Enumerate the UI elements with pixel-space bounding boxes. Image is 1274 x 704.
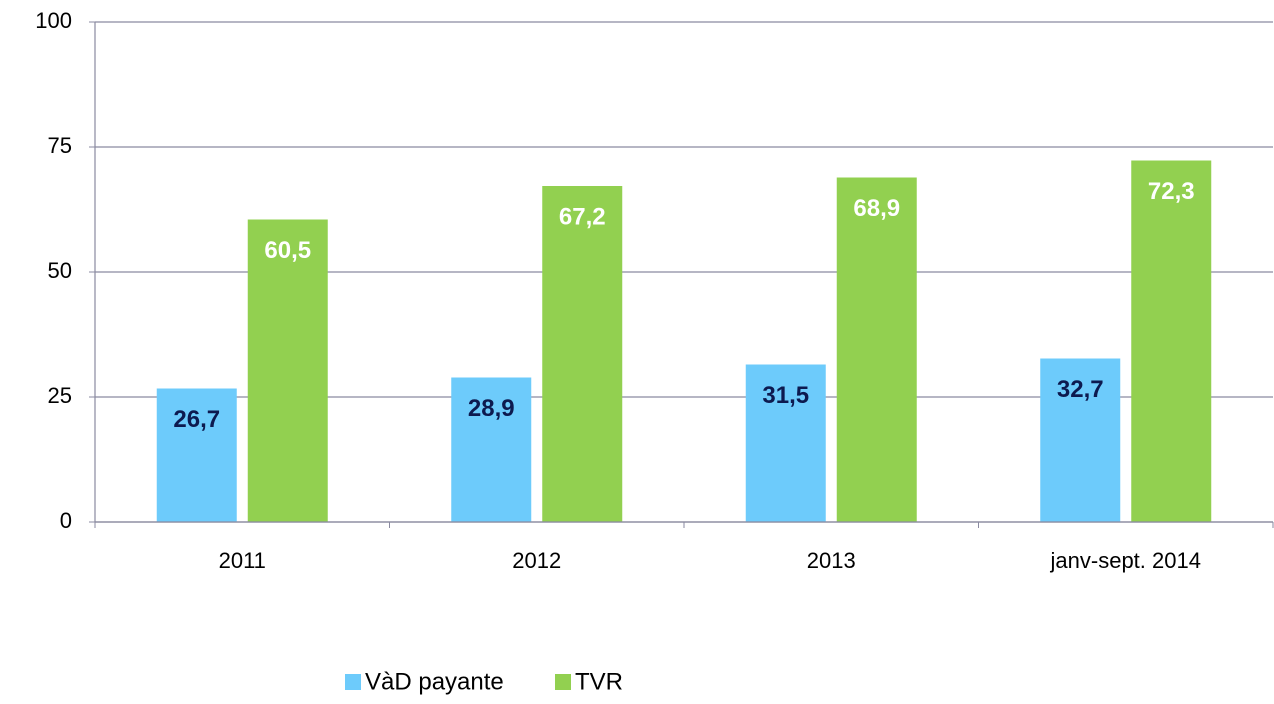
y-tick-label: 50	[48, 258, 72, 283]
bar	[542, 186, 623, 522]
legend-swatch	[555, 674, 571, 690]
bar	[836, 177, 917, 522]
bar	[156, 388, 237, 522]
y-tick-label: 100	[35, 8, 72, 33]
x-tick-label: 2011	[219, 548, 266, 573]
value-label: 26,7	[173, 406, 220, 433]
y-tick-label: 75	[48, 133, 72, 158]
legend-swatch	[345, 674, 361, 690]
value-label: 28,9	[468, 395, 515, 422]
value-label: 72,3	[1148, 178, 1195, 205]
value-label: 68,9	[853, 195, 900, 222]
value-label: 67,2	[559, 203, 606, 230]
x-tick-label: 2012	[512, 548, 561, 573]
bar	[1040, 358, 1121, 522]
bar	[745, 364, 826, 522]
legend-label: VàD payante	[365, 668, 504, 695]
y-tick-label: 25	[48, 383, 72, 408]
value-label: 60,5	[264, 237, 311, 264]
y-tick-label: 0	[60, 508, 72, 533]
x-tick-label: janv-sept. 2014	[1050, 548, 1201, 573]
legend-label: TVR	[575, 668, 623, 695]
value-label: 31,5	[762, 382, 809, 409]
bar	[1131, 160, 1212, 522]
bar	[247, 219, 328, 522]
x-tick-label: 2013	[807, 548, 856, 573]
value-label: 32,7	[1057, 376, 1104, 403]
bar	[451, 377, 532, 522]
